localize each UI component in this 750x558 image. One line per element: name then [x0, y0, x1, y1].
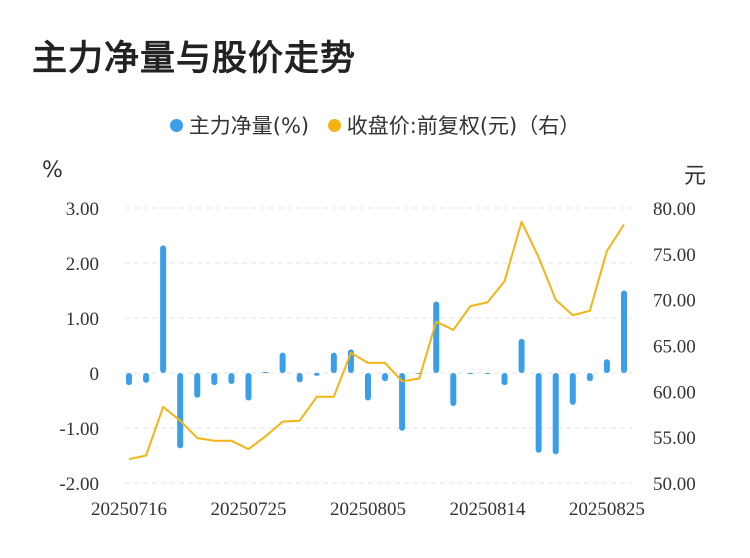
bar-main-net [535, 373, 542, 453]
y-left-tick-label: -2.00 [59, 474, 99, 495]
bar-main-net [228, 373, 235, 384]
bar-main-net [143, 373, 150, 383]
legend-item-close-price[interactable]: 收盘价:前复权(元)（右） [327, 110, 581, 140]
bar-main-net [586, 373, 593, 382]
x-tick-label: 20250716 [91, 499, 167, 520]
bar-main-net [177, 373, 184, 449]
chart-title: 主力净量与股价走势 [32, 39, 357, 79]
legend: 主力净量(%) 收盘价:前复权(元)（右） [0, 110, 750, 140]
y-left-tick-label: 3.00 [66, 199, 99, 220]
y-right-tick-label: 80.00 [653, 199, 696, 220]
bar-main-net [382, 373, 389, 382]
bar-main-net [313, 373, 320, 376]
bar-main-net [245, 373, 252, 401]
y-right-tick-label: 75.00 [653, 245, 696, 266]
y-right-tick-label: 60.00 [653, 382, 696, 403]
bar-main-net [621, 290, 627, 373]
bar-main-net [603, 359, 610, 373]
bar-main-net [501, 373, 508, 386]
y-left-tick-label: 2.00 [66, 254, 99, 275]
bar-main-net [330, 352, 337, 373]
bar-main-net [552, 373, 559, 455]
y-right-tick-label: 65.00 [653, 337, 696, 358]
legend-dot-close-price [327, 118, 341, 132]
left-axis-unit: % [42, 158, 63, 183]
bar-main-net [518, 338, 525, 373]
bar-main-net [399, 373, 406, 431]
bar-main-net [160, 245, 167, 373]
bar-main-net [296, 373, 303, 383]
y-left-tick-label: 1.00 [66, 309, 99, 330]
x-tick-label: 20250725 [210, 499, 286, 520]
y-left-tick-label: 0 [90, 364, 100, 385]
x-tick-label: 20250805 [330, 499, 406, 520]
bar-main-net [211, 373, 218, 386]
bar-main-net [279, 352, 286, 373]
bar-main-net [433, 301, 440, 373]
legend-dot-main-net [169, 118, 183, 132]
y-right-tick-label: 55.00 [653, 428, 696, 449]
legend-item-main-net[interactable]: 主力净量(%) [169, 110, 310, 140]
legend-label-close-price: 收盘价:前复权(元)（右） [346, 114, 581, 138]
y-right-tick-label: 70.00 [653, 291, 696, 312]
legend-label-main-net: 主力净量(%) [188, 114, 310, 138]
bar-main-net [194, 373, 201, 398]
line-close-price [128, 220, 625, 461]
bar-main-net [467, 373, 474, 374]
bar-main-net [364, 373, 371, 401]
x-tick-label: 20250814 [449, 499, 526, 520]
y-right-tick-label: 50.00 [653, 474, 696, 495]
bar-main-net [262, 371, 269, 373]
x-tick-label: 20250825 [569, 499, 645, 520]
bar-main-net [484, 373, 491, 374]
bar-main-net [126, 373, 132, 386]
right-axis-unit: 元 [684, 164, 707, 189]
bar-main-net [569, 373, 576, 405]
y-left-tick-label: -1.00 [59, 419, 99, 440]
bar-main-net [450, 373, 457, 406]
